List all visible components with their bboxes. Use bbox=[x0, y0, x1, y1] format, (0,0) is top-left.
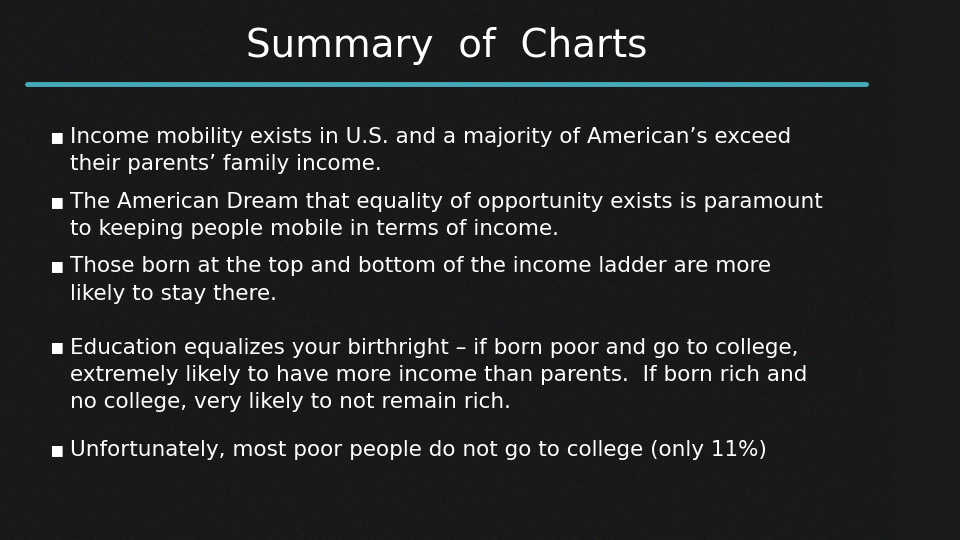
Text: ▪: ▪ bbox=[49, 338, 63, 357]
Text: The American Dream that equality of opportunity exists is paramount
to keeping p: The American Dream that equality of oppo… bbox=[70, 192, 823, 239]
Text: ▪: ▪ bbox=[49, 192, 63, 212]
Text: ▪: ▪ bbox=[49, 127, 63, 147]
Text: Summary  of  Charts: Summary of Charts bbox=[246, 27, 647, 65]
Text: Those born at the top and bottom of the income ladder are more
likely to stay th: Those born at the top and bottom of the … bbox=[70, 256, 771, 303]
Text: ▪: ▪ bbox=[49, 256, 63, 276]
Text: Income mobility exists in U.S. and a majority of American’s exceed
their parents: Income mobility exists in U.S. and a maj… bbox=[70, 127, 791, 174]
Text: Education equalizes your birthright – if born poor and go to college,
extremely : Education equalizes your birthright – if… bbox=[70, 338, 807, 412]
Text: Unfortunately, most poor people do not go to college (only 11%): Unfortunately, most poor people do not g… bbox=[70, 440, 766, 460]
Text: ▪: ▪ bbox=[49, 440, 63, 460]
